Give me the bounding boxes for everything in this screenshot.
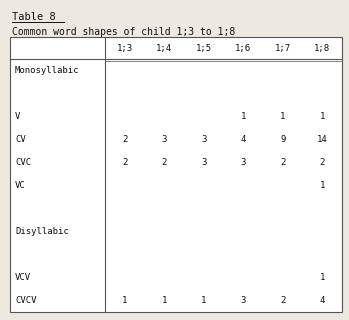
Text: 1: 1	[320, 112, 325, 121]
Text: 1;4: 1;4	[156, 44, 172, 52]
Text: 1;7: 1;7	[275, 44, 291, 52]
Text: CV: CV	[15, 135, 26, 144]
Text: 1: 1	[201, 296, 207, 305]
Text: VC: VC	[15, 181, 26, 190]
Text: Table 8: Table 8	[12, 12, 56, 22]
Text: 4: 4	[240, 135, 246, 144]
Text: 1;3: 1;3	[117, 44, 133, 52]
Text: 2: 2	[280, 158, 285, 167]
Text: V: V	[15, 112, 20, 121]
Text: Disyllabic: Disyllabic	[15, 227, 69, 236]
Text: 1;8: 1;8	[314, 44, 330, 52]
Bar	[10, 37, 342, 312]
Text: Monosyllabic: Monosyllabic	[15, 66, 80, 75]
Text: 1: 1	[162, 296, 167, 305]
Text: 2: 2	[122, 158, 127, 167]
Text: 3: 3	[240, 296, 246, 305]
Text: 1: 1	[320, 273, 325, 282]
Text: VCV: VCV	[15, 273, 31, 282]
Text: 2: 2	[280, 296, 285, 305]
Text: Common word shapes of child 1;3 to 1;8: Common word shapes of child 1;3 to 1;8	[12, 27, 235, 37]
Text: 14: 14	[317, 135, 328, 144]
Text: 1;5: 1;5	[196, 44, 212, 52]
Text: CVCV: CVCV	[15, 296, 37, 305]
Text: CVC: CVC	[15, 158, 31, 167]
Text: 3: 3	[201, 135, 207, 144]
Text: 2: 2	[122, 135, 127, 144]
Text: 1: 1	[122, 296, 127, 305]
Text: 4: 4	[320, 296, 325, 305]
Text: 1: 1	[280, 112, 285, 121]
Text: 1: 1	[320, 181, 325, 190]
Text: 1;6: 1;6	[235, 44, 251, 52]
Text: 2: 2	[320, 158, 325, 167]
Text: 2: 2	[162, 158, 167, 167]
Text: 3: 3	[201, 158, 207, 167]
Text: 3: 3	[162, 135, 167, 144]
Text: 9: 9	[280, 135, 285, 144]
Text: 1: 1	[240, 112, 246, 121]
Text: 3: 3	[240, 158, 246, 167]
